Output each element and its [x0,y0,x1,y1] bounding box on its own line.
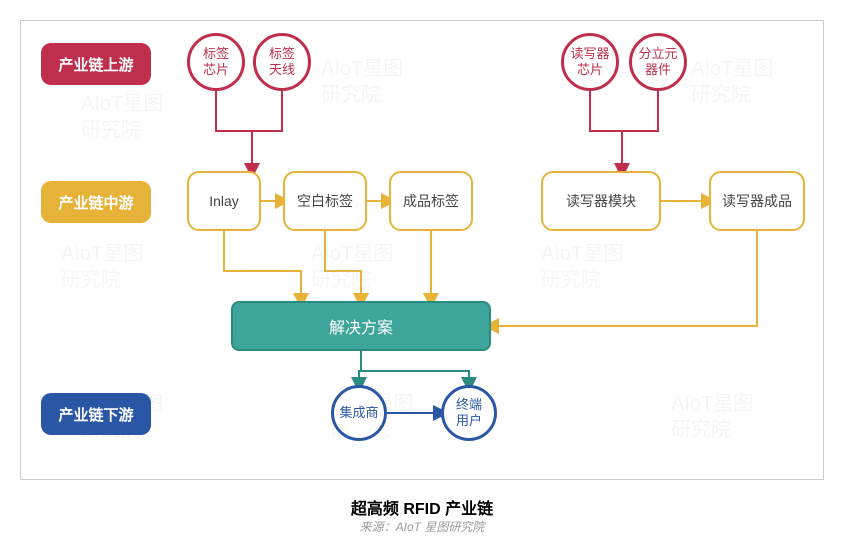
node-finished: 成品标签 [389,171,473,231]
node-rdr_prod: 读写器成品 [709,171,805,231]
watermark: AIoT星图 研究院 [671,391,753,443]
edge-rdr_prod-solution [491,231,757,326]
edge-blank-solution [325,231,361,301]
node-inlay: Inlay [187,171,261,231]
edge-tag_ant-inlay [252,91,282,171]
tier-label-midstream: 产业链中游 [41,181,151,223]
node-blank: 空白标签 [283,171,367,231]
node-rdr_chip: 读写器 芯片 [561,33,619,91]
diagram-source: 来源：AIoT 星图研究院 [0,518,844,535]
node-solution: 解决方案 [231,301,491,351]
watermark: AIoT星图 研究院 [541,241,623,293]
node-discrete: 分立元 器件 [629,33,687,91]
node-enduser: 终端 用户 [441,385,497,441]
watermark: AIoT星图 研究院 [321,56,403,108]
edge-solution-integrator [359,351,361,385]
tier-label-downstream: 产业链下游 [41,393,151,435]
tier-label-upstream: 产业链上游 [41,43,151,85]
edge-rdr_chip-rdr_mod [590,91,622,171]
node-tag_ant: 标签 天线 [253,33,311,91]
edge-inlay-solution [224,231,301,301]
watermark: AIoT星图 研究院 [81,91,163,143]
watermark: AIoT星图 研究院 [311,241,393,293]
watermark: AIoT星图 研究院 [61,241,143,293]
diagram-title: 超高频 RFID 产业链 [0,495,844,519]
edge-solution-enduser [361,371,469,385]
node-tag_chip: 标签 芯片 [187,33,245,91]
watermark: AIoT星图 研究院 [691,56,773,108]
diagram-canvas: AIoT星图 研究院 AIoT星图 研究院 AIoT星图 研究院 AIoT星图 研究院… [20,20,824,480]
node-integrator: 集成商 [331,385,387,441]
edge-tag_chip-inlay [216,91,252,171]
edge-discrete-rdr_mod [622,91,658,171]
node-rdr_mod: 读写器模块 [541,171,661,231]
